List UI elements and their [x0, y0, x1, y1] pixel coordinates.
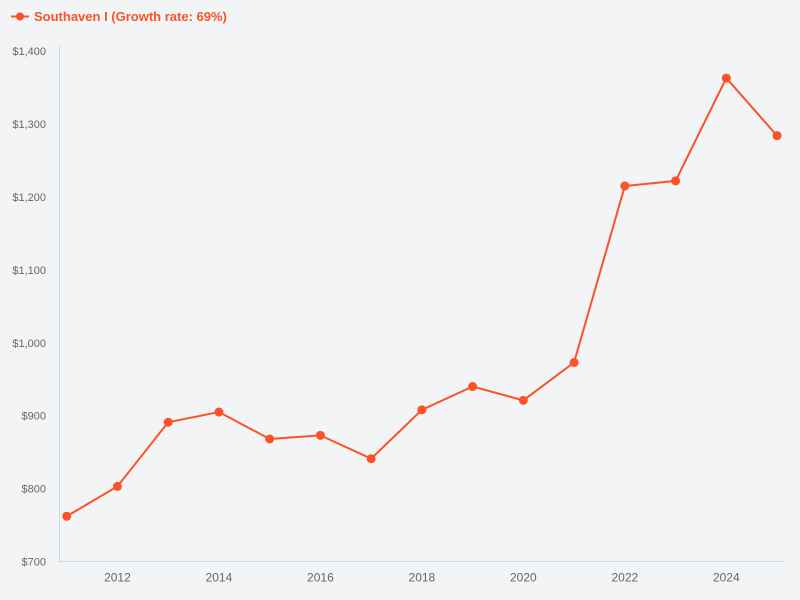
data-point-2016 [315, 430, 325, 440]
y-tick-label-1400: $1,400 [12, 46, 46, 58]
data-point-2019 [468, 382, 478, 392]
x-tick-label-2022: 2022 [611, 571, 638, 585]
data-point-2020 [518, 395, 528, 405]
x-tick-label-2014: 2014 [206, 571, 233, 585]
data-point-2023 [671, 176, 681, 186]
y-tick-label-1200: $1,200 [12, 192, 46, 204]
y-tick-label-1100: $1,100 [12, 265, 46, 277]
data-point-2021 [569, 357, 579, 367]
data-point-2017 [366, 454, 376, 464]
x-tick-label-2018: 2018 [409, 571, 436, 585]
x-tick-label-2016: 2016 [307, 571, 334, 585]
data-point-2013 [163, 417, 173, 427]
y-tick-label-900: $900 [22, 411, 46, 423]
legend-item-southaven[interactable]: Southaven I (Growth rate: 69%) [11, 9, 227, 24]
y-tick-label-1000: $1,000 [12, 338, 46, 350]
data-point-2022 [620, 181, 630, 191]
data-point-2011 [62, 511, 72, 521]
data-point-2012 [112, 481, 122, 491]
series-line-southaven [66, 76, 778, 518]
y-tick-label-700: $700 [22, 557, 46, 569]
data-point-2025 [772, 131, 782, 141]
y-tick-label-800: $800 [22, 484, 46, 496]
x-tick-label-2020: 2020 [510, 571, 537, 585]
legend-label: Southaven I (Growth rate: 69%) [34, 9, 227, 24]
x-tick-label-2024: 2024 [713, 571, 740, 585]
data-point-2018 [417, 405, 427, 415]
data-point-2015 [265, 434, 275, 444]
data-point-2024 [721, 73, 731, 83]
x-tick-label-2012: 2012 [104, 571, 131, 585]
data-point-2014 [214, 407, 224, 417]
y-tick-label-1300: $1,300 [12, 119, 46, 131]
legend-marker-icon [11, 12, 29, 21]
